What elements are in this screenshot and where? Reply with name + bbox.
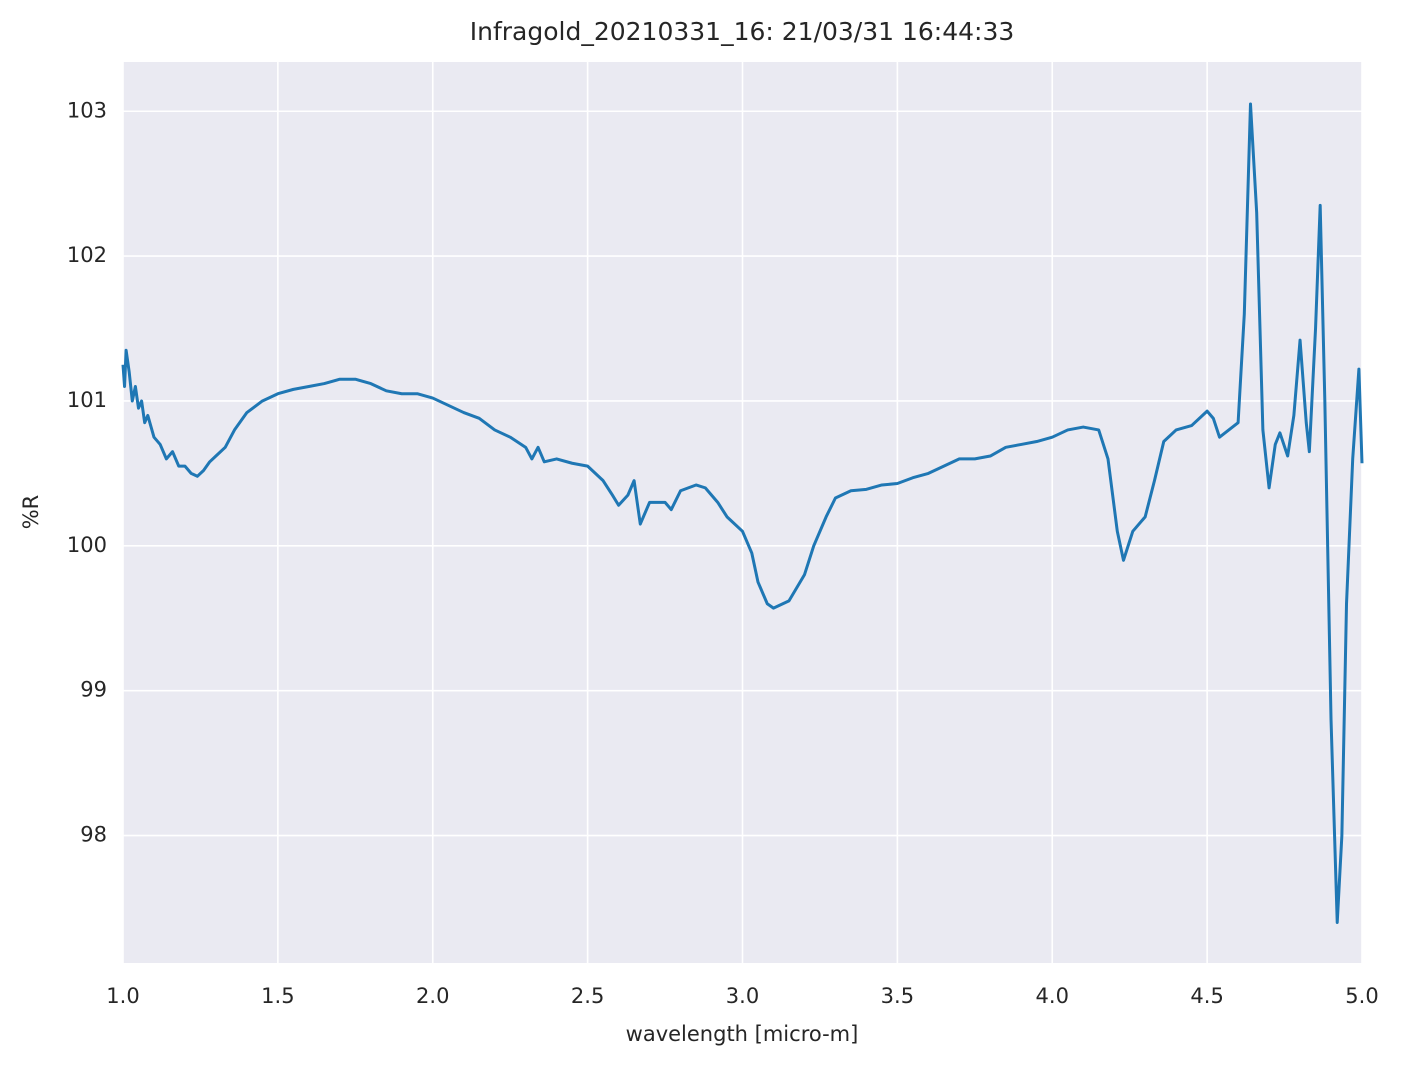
y-tick-label: 101: [67, 388, 107, 412]
x-tick-label: 4.0: [1036, 984, 1069, 1008]
data-line: [121, 102, 1364, 924]
x-tick-label: 1.0: [106, 984, 139, 1008]
x-tick-label: 3.5: [881, 984, 914, 1008]
y-tick-label: 100: [67, 533, 107, 557]
y-tick-label: 98: [80, 823, 107, 847]
chart-title: Infragold_20210331_16: 21/03/31 16:44:33: [470, 17, 1015, 46]
y-axis-label: %R: [19, 495, 43, 530]
x-axis-label: wavelength [micro-m]: [626, 1022, 859, 1046]
x-tick-label: 2.5: [571, 984, 604, 1008]
x-tick-label: 1.5: [261, 984, 294, 1008]
x-tick-label: 3.0: [726, 984, 759, 1008]
y-tick-label: 103: [67, 98, 107, 122]
y-tick-label: 102: [67, 243, 107, 267]
y-tick-label: 99: [80, 678, 107, 702]
x-tick-label: 5.0: [1345, 984, 1378, 1008]
x-tick-label: 4.5: [1190, 984, 1223, 1008]
x-tick-label: 2.0: [416, 984, 449, 1008]
